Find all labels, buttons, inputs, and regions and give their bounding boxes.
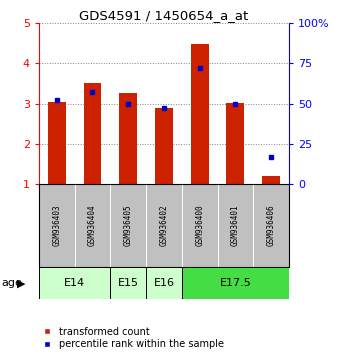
- Legend: transformed count, percentile rank within the sample: transformed count, percentile rank withi…: [37, 327, 224, 349]
- Text: E14: E14: [64, 278, 85, 288]
- Bar: [191, 44, 209, 184]
- Text: age: age: [2, 278, 23, 288]
- Bar: [218, 184, 253, 267]
- Title: GDS4591 / 1450654_a_at: GDS4591 / 1450654_a_at: [79, 9, 248, 22]
- Bar: [39, 267, 110, 299]
- Text: E15: E15: [118, 278, 139, 288]
- Text: GSM936400: GSM936400: [195, 205, 204, 246]
- Bar: [83, 84, 101, 184]
- Text: GSM936401: GSM936401: [231, 205, 240, 246]
- Text: GSM936404: GSM936404: [88, 205, 97, 246]
- Text: GSM936406: GSM936406: [267, 205, 275, 246]
- Bar: [182, 267, 289, 299]
- Bar: [48, 102, 66, 184]
- Bar: [110, 184, 146, 267]
- Bar: [39, 184, 75, 267]
- Bar: [146, 267, 182, 299]
- Text: GSM936402: GSM936402: [160, 205, 168, 246]
- Text: E17.5: E17.5: [219, 278, 251, 288]
- Bar: [155, 108, 173, 184]
- Bar: [226, 103, 244, 184]
- Bar: [182, 184, 218, 267]
- Text: ▶: ▶: [17, 278, 25, 288]
- Text: GSM936403: GSM936403: [52, 205, 61, 246]
- Bar: [75, 184, 110, 267]
- Bar: [119, 93, 137, 184]
- Text: GSM936405: GSM936405: [124, 205, 133, 246]
- Bar: [262, 176, 280, 184]
- Text: E16: E16: [153, 278, 174, 288]
- Bar: [146, 184, 182, 267]
- Bar: [110, 267, 146, 299]
- Bar: [253, 184, 289, 267]
